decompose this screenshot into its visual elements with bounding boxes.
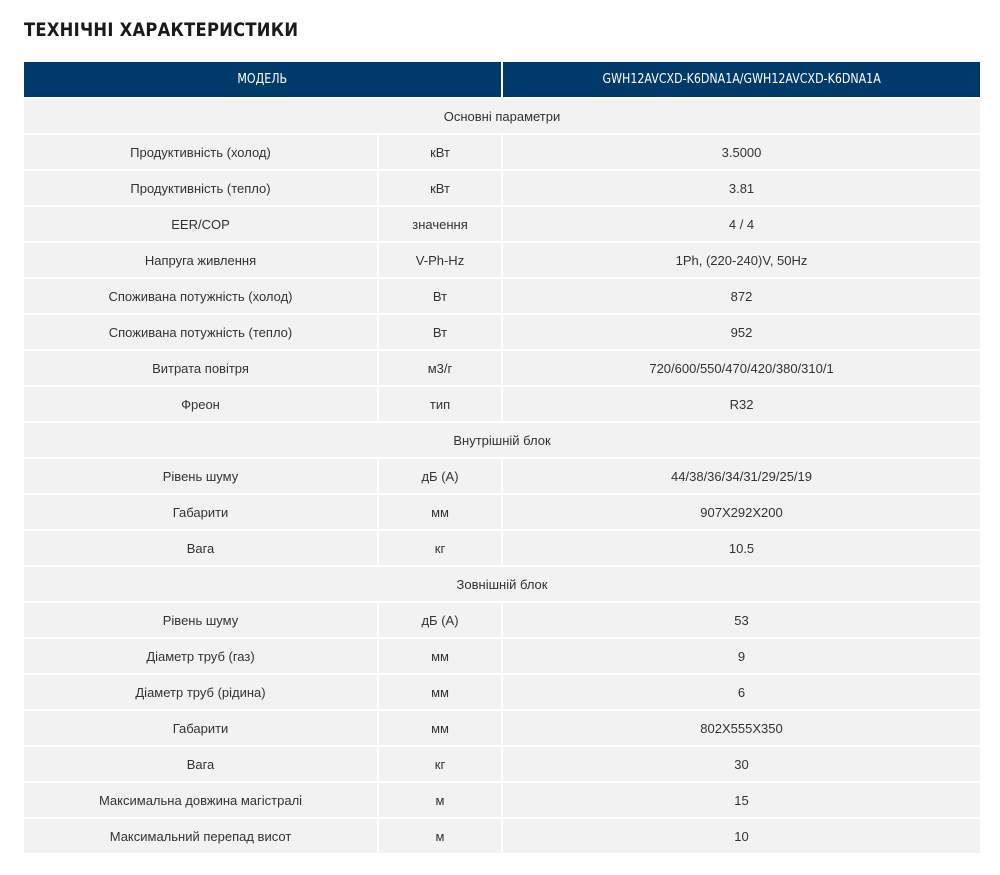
table-row: Вага кг 10.5	[24, 529, 981, 566]
param-name: Напруга живлення	[24, 241, 379, 278]
section-title-indoor: Внутрішній блок	[24, 421, 981, 458]
param-value: 3.5000	[502, 133, 981, 170]
table-row: Продуктивність (тепло) кВт 3.81	[24, 169, 981, 206]
table-row: Рівень шуму дБ (А) 44/38/36/34/31/29/25/…	[24, 457, 981, 494]
param-value: 3.81	[502, 169, 981, 206]
table-row: Споживана потужність (холод) Вт 872	[24, 277, 981, 314]
table-row: EER/COP значення 4 / 4	[24, 205, 981, 242]
param-value: 10.5	[502, 529, 981, 566]
model-header-value: GWH12AVCXD-K6DNA1A/GWH12AVCXD-K6DNA1A	[502, 62, 981, 98]
section-title-main: Основні параметри	[24, 97, 981, 134]
table-row: Рівень шуму дБ (А) 53	[24, 601, 981, 638]
table-header-row: МОДЕЛЬ GWH12AVCXD-K6DNA1A/GWH12AVCXD-K6D…	[24, 62, 981, 98]
param-unit: кг	[378, 745, 504, 782]
param-unit: дБ (А)	[378, 457, 504, 494]
param-unit: кВт	[378, 133, 504, 170]
section-row: Основні параметри	[24, 97, 981, 134]
table-row: Напруга живлення V-Ph-Hz 1Ph, (220-240)V…	[24, 241, 981, 278]
table-row: Діаметр труб (рідина) мм 6	[24, 673, 981, 710]
param-name: Рівень шуму	[24, 457, 379, 494]
param-name: Вага	[24, 745, 379, 782]
param-value: 10	[502, 817, 981, 853]
param-name: Витрата повітря	[24, 349, 379, 386]
section-row: Внутрішній блок	[24, 421, 981, 458]
param-unit: Вт	[378, 277, 504, 314]
param-name: Споживана потужність (холод)	[24, 277, 379, 314]
param-name: Вага	[24, 529, 379, 566]
param-name: Габарити	[24, 709, 379, 746]
param-value: 6	[502, 673, 981, 710]
param-value: 44/38/36/34/31/29/25/19	[502, 457, 981, 494]
table-row: Максимальна довжина магістралі м 15	[24, 781, 981, 818]
param-unit: кг	[378, 529, 504, 566]
model-header-label: МОДЕЛЬ	[24, 62, 504, 98]
param-value: R32	[502, 385, 981, 422]
param-name: Діаметр труб (газ)	[24, 637, 379, 674]
param-name: Максимальний перепад висот	[24, 817, 379, 853]
table-row: Споживана потужність (тепло) Вт 952	[24, 313, 981, 350]
param-value: 720/600/550/470/420/380/310/1	[502, 349, 981, 386]
param-unit: значення	[378, 205, 504, 242]
param-unit: м	[378, 817, 504, 853]
section-row: Зовнішній блок	[24, 565, 981, 602]
param-unit: V-Ph-Hz	[378, 241, 504, 278]
table-row: Вага кг 30	[24, 745, 981, 782]
param-value: 15	[502, 781, 981, 818]
param-unit: м	[378, 781, 504, 818]
param-name: Продуктивність (холод)	[24, 133, 379, 170]
param-unit: Вт	[378, 313, 504, 350]
page-title: ТЕХНІЧНІ ХАРАКТЕРИСТИКИ	[24, 19, 299, 41]
param-value: 1Ph, (220-240)V, 50Hz	[502, 241, 981, 278]
param-name: Продуктивність (тепло)	[24, 169, 379, 206]
table-row: Максимальний перепад висот м 10	[24, 817, 981, 853]
param-name: Габарити	[24, 493, 379, 530]
param-value: 4 / 4	[502, 205, 981, 242]
specs-table: МОДЕЛЬ GWH12AVCXD-K6DNA1A/GWH12AVCXD-K6D…	[24, 62, 981, 853]
param-value: 9	[502, 637, 981, 674]
table-row: Габарити мм 907X292X200	[24, 493, 981, 530]
param-name: Споживана потужність (тепло)	[24, 313, 379, 350]
param-value: 907X292X200	[502, 493, 981, 530]
param-unit: мм	[378, 673, 504, 710]
param-value: 53	[502, 601, 981, 638]
param-name: Максимальна довжина магістралі	[24, 781, 379, 818]
param-unit: мм	[378, 637, 504, 674]
param-name: Фреон	[24, 385, 379, 422]
param-value: 952	[502, 313, 981, 350]
param-unit: м3/г	[378, 349, 504, 386]
table-row: Витрата повітря м3/г 720/600/550/470/420…	[24, 349, 981, 386]
param-unit: дБ (А)	[378, 601, 504, 638]
param-unit: тип	[378, 385, 504, 422]
param-name: Діаметр труб (рідина)	[24, 673, 379, 710]
section-title-outdoor: Зовнішній блок	[24, 565, 981, 602]
param-unit: мм	[378, 709, 504, 746]
param-value: 30	[502, 745, 981, 782]
param-name: EER/COP	[24, 205, 379, 242]
table-row: Діаметр труб (газ) мм 9	[24, 637, 981, 674]
table-row: Габарити мм 802X555X350	[24, 709, 981, 746]
table-row: Фреон тип R32	[24, 385, 981, 422]
param-value: 802X555X350	[502, 709, 981, 746]
param-name: Рівень шуму	[24, 601, 379, 638]
table-row: Продуктивність (холод) кВт 3.5000	[24, 133, 981, 170]
param-value: 872	[502, 277, 981, 314]
param-unit: кВт	[378, 169, 504, 206]
param-unit: мм	[378, 493, 504, 530]
